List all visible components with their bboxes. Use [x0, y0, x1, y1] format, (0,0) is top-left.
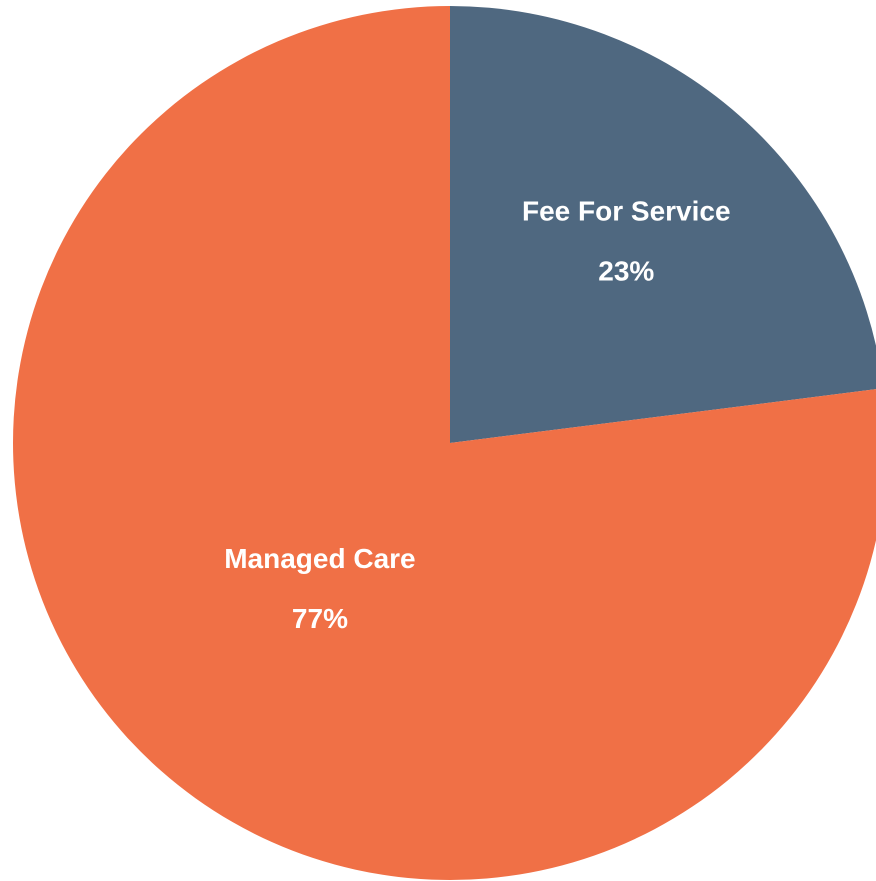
slice-value-label: 23%: [598, 255, 654, 286]
slice-label: Managed Care: [224, 543, 415, 574]
slice-value-label: 77%: [292, 603, 348, 634]
pie-slice: [13, 6, 876, 880]
pie-slice: [450, 6, 876, 443]
slice-label: Fee For Service: [522, 195, 731, 226]
